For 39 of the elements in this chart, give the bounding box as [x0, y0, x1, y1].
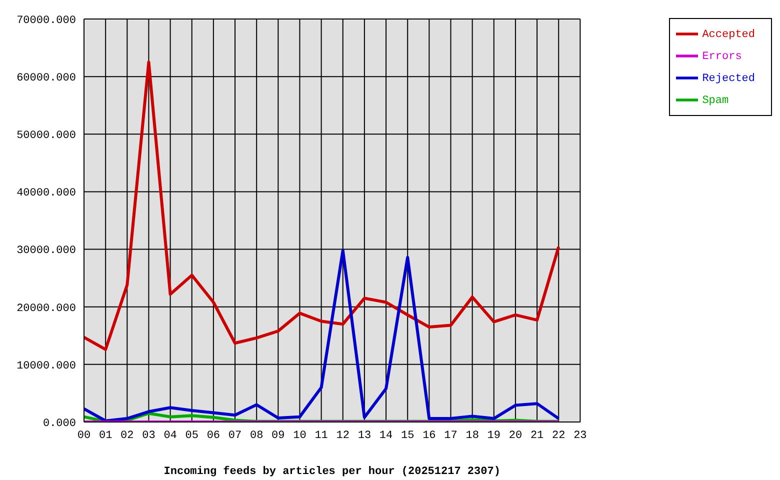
- x-tick-label: 10: [293, 430, 306, 442]
- x-tick-label: 16: [422, 430, 436, 442]
- y-tick-label: 30000.000: [16, 245, 76, 258]
- line-series: [82, 60, 560, 351]
- y-tick-label: 70000.000: [16, 14, 76, 27]
- x-tick-label: 02: [120, 430, 134, 442]
- x-tick-label: 00: [77, 430, 91, 442]
- y-tick-label: 50000.000: [16, 130, 76, 142]
- y-tick-label: 40000.000: [16, 188, 76, 200]
- legend-label: Errors: [702, 50, 742, 63]
- x-tick-label: 23: [574, 430, 587, 442]
- y-tick-label: 0.000: [42, 418, 76, 430]
- x-tick-label: 07: [228, 430, 242, 442]
- x-tick-label: 01: [98, 430, 113, 442]
- x-tick-label: 05: [185, 430, 198, 442]
- y-tick-label: 20000.000: [16, 302, 76, 315]
- legend-label: Accepted: [702, 28, 755, 41]
- x-tick-label: 06: [206, 430, 220, 442]
- y-tick-label: 60000.000: [16, 72, 76, 84]
- line-series: [82, 248, 560, 422]
- x-tick-label: 12: [336, 430, 350, 442]
- x-tick-label: 22: [552, 430, 566, 442]
- x-tick-label: 14: [379, 430, 394, 442]
- y-tick-label: 10000.000: [16, 360, 76, 372]
- x-tick-label: 11: [314, 430, 328, 442]
- x-tick-label: 08: [250, 430, 264, 442]
- x-tick-label: 17: [444, 430, 458, 442]
- x-axis-title: Incoming feeds by articles per hour (20251217 2307): [164, 465, 500, 478]
- x-tick-label: 03: [142, 430, 156, 442]
- x-tick-label: 18: [466, 430, 479, 442]
- x-tick-label: 21: [530, 430, 544, 442]
- x-tick-label: 13: [358, 430, 372, 442]
- x-tick-label: 15: [401, 430, 414, 442]
- x-tick-label: 04: [164, 430, 178, 442]
- x-tick-label: 19: [487, 430, 500, 442]
- legend-label: Rejected: [702, 72, 755, 85]
- legend-label: Spam: [702, 94, 729, 107]
- x-tick-label: 09: [272, 430, 285, 442]
- x-tick-label: 20: [508, 430, 522, 442]
